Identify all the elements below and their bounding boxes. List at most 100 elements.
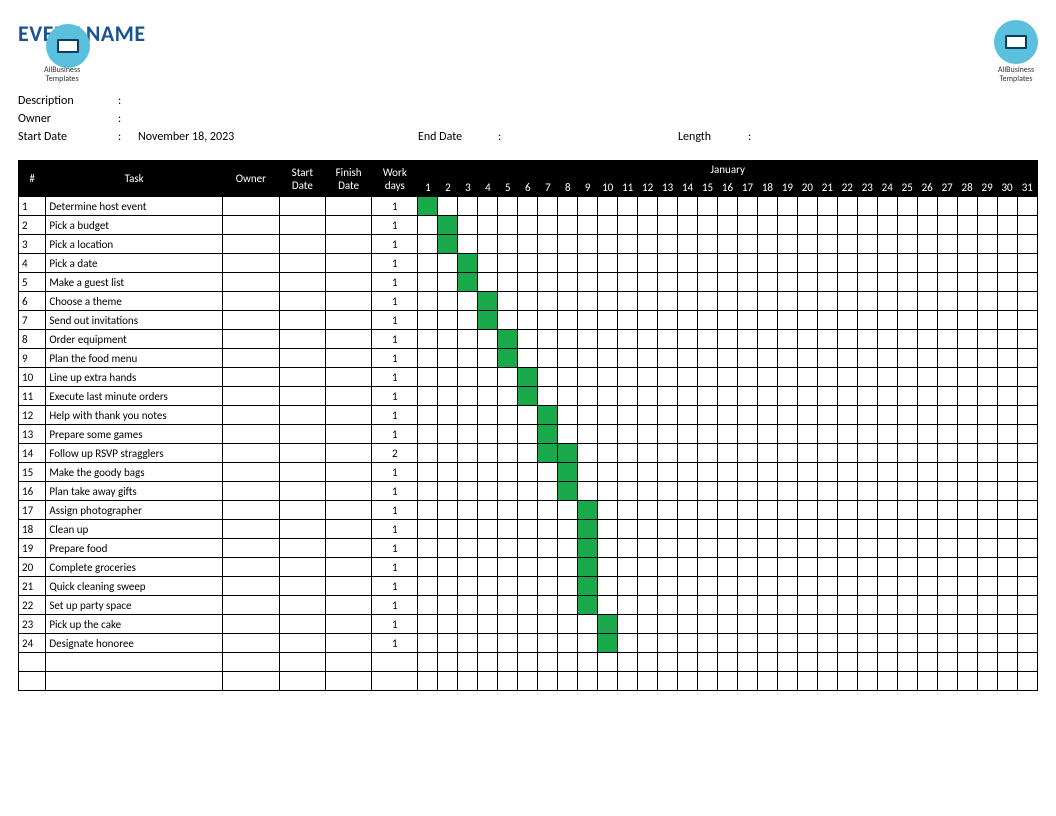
- gantt-cell: [558, 349, 578, 368]
- gantt-cell: [817, 349, 837, 368]
- gantt-cell: [698, 406, 718, 425]
- gantt-cell: [558, 482, 578, 501]
- gantt-cell: [817, 197, 837, 216]
- gantt-cell: [737, 216, 757, 235]
- gantt-cell: [877, 425, 897, 444]
- gantt-cell: [518, 615, 538, 634]
- gantt-cell: [638, 349, 658, 368]
- gantt-cell: [498, 539, 518, 558]
- gantt-cell: [797, 463, 817, 482]
- gantt-cell: [977, 463, 997, 482]
- gantt-cell: [797, 406, 817, 425]
- gantt-cell: [578, 501, 598, 520]
- gantt-cell: [1017, 292, 1037, 311]
- gantt-cell: [458, 235, 478, 254]
- gantt-cell: [737, 368, 757, 387]
- gantt-cell: [618, 558, 638, 577]
- table-row: 23Pick up the cake1: [19, 615, 1038, 634]
- gantt-cell: [937, 330, 957, 349]
- gantt-cell: [578, 520, 598, 539]
- gantt-cell: [737, 406, 757, 425]
- gantt-cell: [817, 368, 837, 387]
- table-row: 1Determine host event1: [19, 197, 1038, 216]
- gantt-cell: [418, 539, 438, 558]
- gantt-cell: [498, 311, 518, 330]
- gantt-cell: [777, 596, 797, 615]
- gantt-cell: [917, 539, 937, 558]
- gantt-cell: [418, 216, 438, 235]
- gantt-cell: [757, 292, 777, 311]
- gantt-cell: [957, 254, 977, 273]
- gantt-cell: [458, 254, 478, 273]
- gantt-cell: [977, 501, 997, 520]
- gantt-cell: [538, 368, 558, 387]
- gantt-cell: [698, 273, 718, 292]
- gantt-cell: [877, 501, 897, 520]
- gantt-cell: [638, 368, 658, 387]
- gantt-cell: [797, 368, 817, 387]
- gantt-cell: [997, 444, 1017, 463]
- gantt-cell: [957, 444, 977, 463]
- gantt-cell: [538, 197, 558, 216]
- table-row: 19Prepare food1: [19, 539, 1038, 558]
- gantt-cell: [997, 216, 1017, 235]
- gantt-cell: [777, 558, 797, 577]
- gantt-cell: [777, 425, 797, 444]
- gantt-cell: [438, 311, 458, 330]
- gantt-cell: [438, 444, 458, 463]
- gantt-cell: [957, 463, 977, 482]
- gantt-cell: [538, 292, 558, 311]
- gantt-cell: [797, 634, 817, 653]
- gantt-cell: [917, 634, 937, 653]
- gantt-cell: [817, 596, 837, 615]
- gantt-cell: [977, 197, 997, 216]
- gantt-cell: [797, 235, 817, 254]
- gantt-cell: [658, 615, 678, 634]
- gantt-cell: [917, 425, 937, 444]
- gantt-cell: [518, 292, 538, 311]
- gantt-cell: [618, 539, 638, 558]
- gantt-cell: [638, 520, 658, 539]
- gantt-cell: [817, 501, 837, 520]
- gantt-cell: [817, 615, 837, 634]
- gantt-cell: [518, 520, 538, 539]
- gantt-cell: [937, 634, 957, 653]
- gantt-cell: [538, 235, 558, 254]
- gantt-cell: [538, 634, 558, 653]
- gantt-cell: [777, 406, 797, 425]
- table-row-empty: [19, 653, 1038, 672]
- gantt-cell: [797, 520, 817, 539]
- gantt-cell: [678, 577, 698, 596]
- gantt-cell: [937, 501, 957, 520]
- gantt-cell: [478, 634, 498, 653]
- gantt-cell: [598, 615, 618, 634]
- gantt-cell: [718, 292, 738, 311]
- gantt-cell: [678, 387, 698, 406]
- gantt-cell: [897, 501, 917, 520]
- gantt-cell: [777, 368, 797, 387]
- gantt-cell: [458, 482, 478, 501]
- gantt-cell: [418, 558, 438, 577]
- gantt-cell: [718, 520, 738, 539]
- gantt-cell: [897, 482, 917, 501]
- gantt-cell: [438, 520, 458, 539]
- gantt-cell: [817, 292, 837, 311]
- gantt-cell: [737, 634, 757, 653]
- gantt-cell: [897, 197, 917, 216]
- gantt-cell: [777, 349, 797, 368]
- gantt-cell: [618, 330, 638, 349]
- gantt-cell: [418, 235, 438, 254]
- gantt-cell: [737, 349, 757, 368]
- gantt-cell: [678, 558, 698, 577]
- gantt-cell: [757, 254, 777, 273]
- gantt-cell: [997, 235, 1017, 254]
- gantt-cell: [977, 596, 997, 615]
- gantt-cell: [877, 596, 897, 615]
- gantt-cell: [797, 273, 817, 292]
- gantt-cell: [857, 216, 877, 235]
- gantt-cell: [518, 596, 538, 615]
- gantt-cell: [598, 520, 618, 539]
- gantt-cell: [538, 273, 558, 292]
- gantt-cell: [518, 349, 538, 368]
- gantt-cell: [598, 444, 618, 463]
